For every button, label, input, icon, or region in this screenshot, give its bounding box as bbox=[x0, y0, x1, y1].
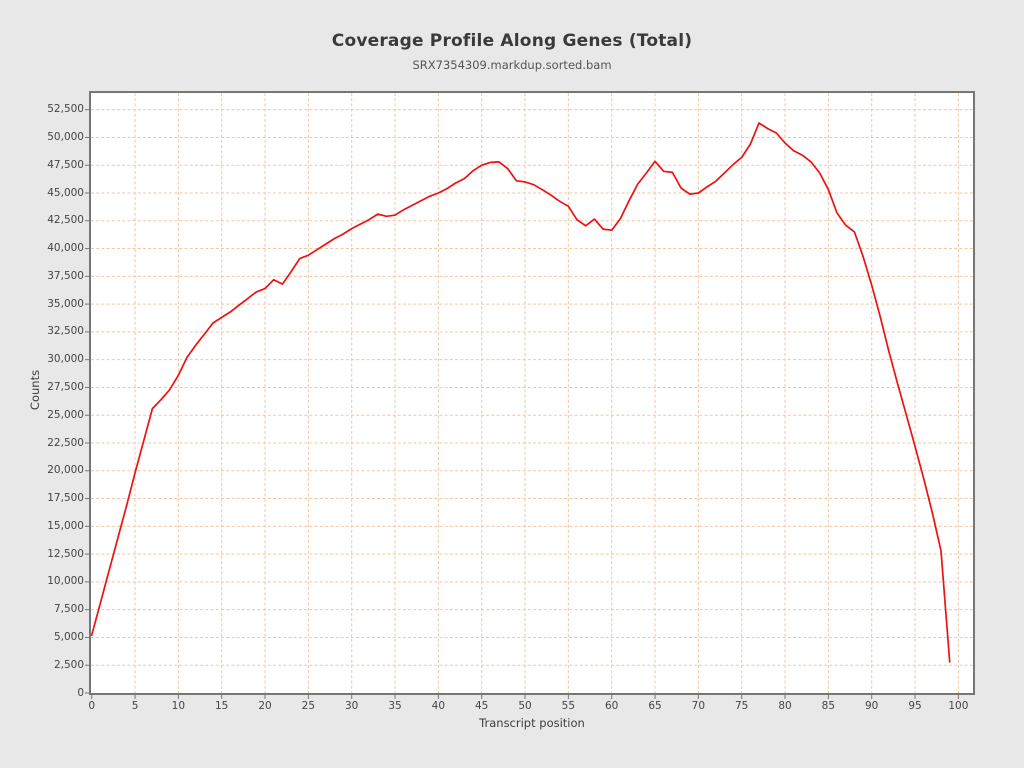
x-tick-label: 45 bbox=[475, 700, 489, 712]
y-tick-label: 0 bbox=[77, 686, 84, 699]
chart-subtitle: SRX7354309.markdup.sorted.bam bbox=[412, 58, 612, 72]
y-tick-label: 30,000 bbox=[47, 353, 84, 366]
x-tick-label: 40 bbox=[431, 700, 446, 712]
x-tick-label: 80 bbox=[778, 700, 792, 712]
x-tick-label: 65 bbox=[648, 700, 662, 712]
y-tick-label: 50,000 bbox=[47, 130, 84, 143]
y-tick-label: 37,500 bbox=[47, 269, 84, 282]
x-tick-label: 75 bbox=[735, 700, 749, 712]
y-tick-label: 7,500 bbox=[53, 603, 84, 616]
y-tick-label: 27,500 bbox=[47, 380, 84, 393]
y-tick-label: 15,000 bbox=[47, 519, 84, 532]
coverage-line bbox=[90, 122, 951, 663]
x-tick-label: 70 bbox=[691, 700, 706, 712]
y-tick-label: 32,500 bbox=[47, 325, 84, 338]
y-axis-title: Counts bbox=[28, 369, 42, 411]
x-tick-label: 30 bbox=[345, 700, 359, 712]
y-tick-label: 17,500 bbox=[47, 492, 84, 505]
x-tick-label: 55 bbox=[561, 700, 576, 712]
y-tick-label: 22,500 bbox=[47, 436, 84, 449]
x-tick-label: 25 bbox=[301, 700, 316, 712]
x-tick-label: 90 bbox=[865, 700, 879, 712]
x-axis-title: Transcript position bbox=[479, 716, 585, 730]
y-tick-label: 25,000 bbox=[47, 408, 84, 421]
x-tick-label: 5 bbox=[131, 700, 139, 712]
y-tick-label: 47,500 bbox=[47, 158, 84, 171]
y-tick-label: 52,500 bbox=[47, 103, 84, 116]
y-tick-label: 35,000 bbox=[47, 297, 84, 310]
x-tick-label: 85 bbox=[821, 700, 836, 712]
y-tick-label: 45,000 bbox=[47, 186, 84, 199]
chart-title: Coverage Profile Along Genes (Total) bbox=[331, 31, 693, 51]
y-tick-label: 20,000 bbox=[47, 464, 84, 477]
y-tick-label: 5,000 bbox=[53, 630, 84, 643]
x-tick-label: 50 bbox=[518, 700, 532, 712]
x-tick-label: 95 bbox=[908, 700, 922, 712]
x-tick-label: 60 bbox=[605, 700, 619, 712]
x-tick-label: 35 bbox=[388, 700, 402, 712]
y-tick-label: 10,000 bbox=[47, 575, 84, 588]
plot-area bbox=[89, 91, 975, 695]
y-tick-label: 12,500 bbox=[47, 547, 84, 560]
x-tick-label: 15 bbox=[215, 700, 229, 712]
x-tick-label: 10 bbox=[171, 700, 186, 712]
x-tick-label: 100 bbox=[948, 700, 969, 712]
y-tick-label: 40,000 bbox=[47, 242, 84, 255]
x-tick-label: 0 bbox=[88, 700, 96, 712]
y-tick-label: 2,500 bbox=[53, 658, 84, 671]
y-tick-label: 42,500 bbox=[47, 214, 84, 227]
x-tick-label: 20 bbox=[258, 700, 272, 712]
